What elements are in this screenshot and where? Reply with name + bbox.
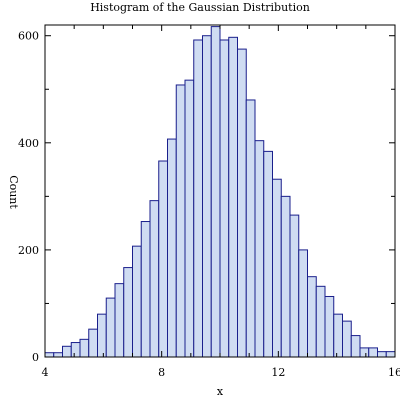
histogram-bar — [289, 214, 300, 358]
histogram-bar — [53, 352, 63, 358]
histogram-bar — [228, 36, 238, 358]
y-axis-label: Count — [7, 175, 20, 209]
histogram-bar — [62, 345, 72, 358]
y-tick-label: 600 — [18, 30, 39, 43]
x-tick-label: 12 — [271, 366, 285, 379]
histogram-bar — [149, 200, 160, 358]
y-tick-label: 400 — [18, 137, 39, 150]
histogram-bar — [315, 285, 326, 358]
histogram-bar — [44, 352, 55, 358]
histogram-bar — [123, 267, 133, 358]
histogram-bar — [210, 26, 221, 358]
histogram-bar — [97, 313, 107, 358]
histogram-bar — [307, 276, 317, 358]
histogram-bar — [70, 342, 81, 358]
histogram-bar — [359, 347, 370, 358]
y-tick-label: 200 — [18, 244, 39, 257]
chart-title: Histogram of the Gaussian Distribution — [90, 1, 310, 14]
histogram-bar — [175, 84, 186, 358]
histogram-bar — [280, 195, 291, 358]
histogram-bar — [167, 138, 177, 358]
histogram-bar — [105, 297, 116, 358]
histogram-bar — [385, 351, 396, 358]
histogram-bar — [219, 39, 230, 358]
histogram-bar — [237, 48, 247, 358]
histogram-bar — [298, 249, 308, 358]
y-tick-labels: 0 200 400 600 — [18, 30, 39, 364]
bars-group — [44, 26, 396, 358]
histogram-bar — [140, 221, 151, 358]
histogram-bar — [377, 351, 387, 358]
histogram-bar — [333, 313, 343, 358]
x-tick-labels: 4 8 12 16 — [42, 366, 400, 379]
x-tick-label: 16 — [388, 366, 400, 379]
x-axis-label: x — [217, 385, 224, 398]
histogram-bar — [263, 150, 273, 358]
histogram-bar — [158, 160, 168, 358]
histogram-bar — [245, 99, 256, 358]
histogram-bar — [350, 335, 361, 358]
histogram-bar — [368, 347, 378, 358]
histogram-bar — [342, 320, 352, 358]
plot-frame — [44, 24, 396, 358]
x-tick-label: 4 — [42, 366, 49, 379]
histogram-bar — [184, 79, 195, 358]
histogram-bar — [132, 245, 142, 358]
histogram-bar — [114, 283, 125, 358]
x-tick-label: 8 — [158, 366, 165, 379]
histogram-bar — [324, 295, 335, 358]
histogram-bar — [88, 328, 98, 358]
histogram-bar — [254, 140, 265, 358]
histogram-bar — [193, 39, 203, 358]
histogram-bar — [79, 338, 90, 358]
y-tick-label: 0 — [32, 351, 39, 364]
histogram-bar — [272, 178, 282, 358]
ticks-group — [44, 25, 396, 358]
histogram-bar — [202, 35, 212, 358]
